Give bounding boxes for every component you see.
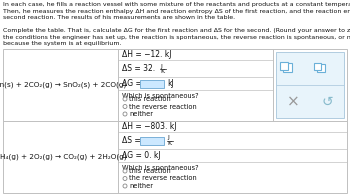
Text: the conditions the engineer has set up, the reaction is spontaneous, the reverse: the conditions the engineer has set up, … xyxy=(3,34,350,40)
Text: ΔH = −803. kJ: ΔH = −803. kJ xyxy=(122,122,176,131)
Circle shape xyxy=(123,112,127,116)
Text: ΔS =: ΔS = xyxy=(122,136,141,145)
Text: second reaction. The results of his measurements are shown in the table.: second reaction. The results of his meas… xyxy=(3,15,235,20)
Text: ΔG = 0. kJ: ΔG = 0. kJ xyxy=(122,151,161,160)
Text: ΔH = −12. kJ: ΔH = −12. kJ xyxy=(122,50,172,59)
Circle shape xyxy=(123,169,127,173)
Circle shape xyxy=(123,97,127,101)
Bar xyxy=(280,62,288,70)
Text: Which is spontaneous?: Which is spontaneous? xyxy=(122,93,199,99)
Text: ×: × xyxy=(287,94,299,109)
Circle shape xyxy=(123,184,127,188)
Text: CH₄(g) + 2O₂(g) → CO₂(g) + 2H₂O(g): CH₄(g) + 2O₂(g) → CO₂(g) + 2H₂O(g) xyxy=(0,154,126,160)
Text: the reverse reaction: the reverse reaction xyxy=(129,175,197,181)
Bar xyxy=(283,63,292,72)
Bar xyxy=(140,136,164,144)
Bar xyxy=(276,52,344,118)
Text: Then, he measures the reaction enthalpy ΔH and reaction entropy ΔS of the first : Then, he measures the reaction enthalpy … xyxy=(3,8,350,14)
Text: Sn(s) + 2CO₂(g) → SnO₂(s) + 2CO(g): Sn(s) + 2CO₂(g) → SnO₂(s) + 2CO(g) xyxy=(0,82,126,88)
Text: kJ: kJ xyxy=(167,79,174,88)
Text: J: J xyxy=(160,64,162,68)
Bar xyxy=(314,63,321,70)
Text: Which is spontaneous?: Which is spontaneous? xyxy=(122,165,199,171)
Text: J: J xyxy=(167,135,169,141)
Bar xyxy=(317,64,325,72)
Text: the reverse reaction: the reverse reaction xyxy=(129,103,197,110)
Text: because the system is at equilibrium.: because the system is at equilibrium. xyxy=(3,41,121,46)
Circle shape xyxy=(123,104,127,109)
Bar xyxy=(3,49,347,193)
Text: this reaction: this reaction xyxy=(129,96,171,102)
Text: neither: neither xyxy=(129,183,153,189)
Text: K: K xyxy=(161,69,164,74)
Text: neither: neither xyxy=(129,111,153,117)
Text: ΔS = 32.: ΔS = 32. xyxy=(122,64,155,73)
Bar xyxy=(140,80,164,87)
Text: ↺: ↺ xyxy=(321,94,333,109)
Text: this reaction: this reaction xyxy=(129,168,171,174)
Text: K: K xyxy=(168,141,172,146)
Text: In each case, he fills a reaction vessel with some mixture of the reactants and : In each case, he fills a reaction vessel… xyxy=(3,2,350,7)
Circle shape xyxy=(123,177,127,181)
Text: Complete the table. That is, calculate ΔG for the first reaction and ΔS for the : Complete the table. That is, calculate Δ… xyxy=(3,28,350,33)
Text: ΔG =: ΔG = xyxy=(122,79,142,88)
